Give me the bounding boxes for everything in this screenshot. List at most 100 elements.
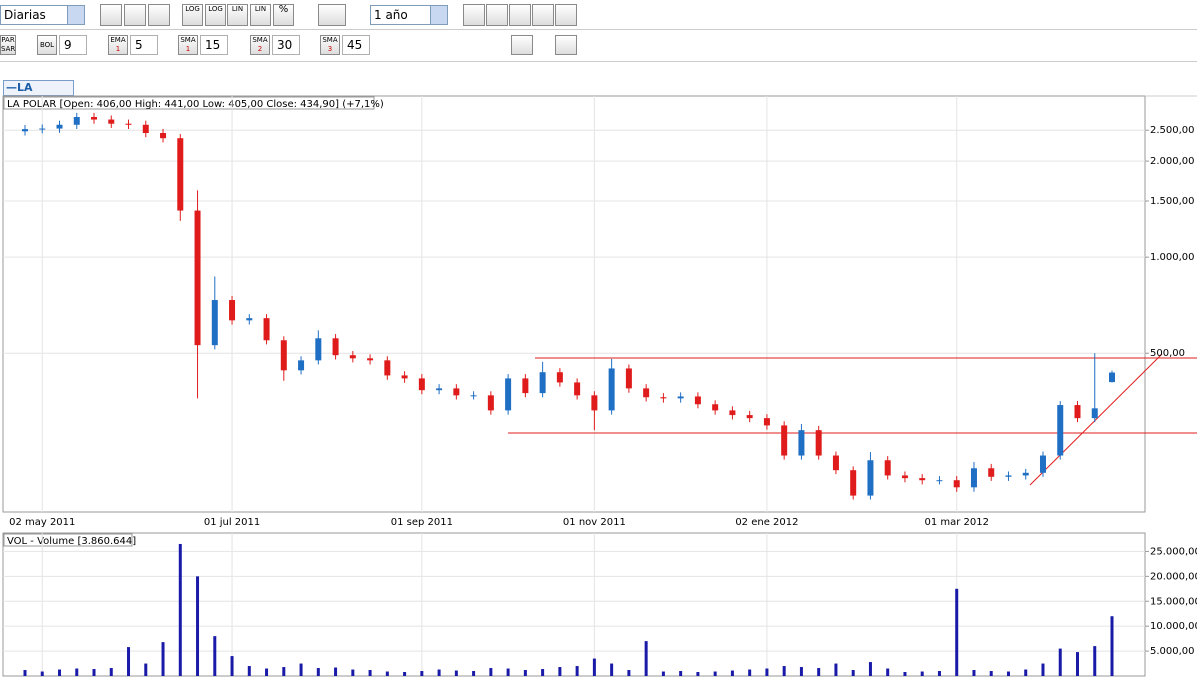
indicator-name: EMA	[110, 36, 126, 44]
volume-bar	[178, 543, 182, 676]
volume-bar	[713, 671, 717, 676]
candle-body	[781, 425, 788, 456]
volume-bar	[144, 663, 148, 676]
scale-button[interactable]: LOG	[205, 4, 226, 26]
period-select[interactable]: Diarias	[0, 5, 85, 25]
candle-body	[263, 318, 270, 341]
candle-body	[125, 123, 132, 125]
candle-body	[712, 404, 719, 411]
color-button[interactable]	[511, 35, 533, 55]
indicator-input[interactable]: 15	[200, 35, 228, 55]
indicator-button[interactable]: SMA 1	[178, 35, 198, 55]
candle-body	[798, 430, 805, 456]
export-button[interactable]	[555, 35, 577, 55]
volume-bar	[955, 588, 959, 676]
refresh-button[interactable]	[463, 4, 485, 26]
indicator-button[interactable]: SMA 3	[320, 35, 340, 55]
volume-bar	[610, 663, 614, 676]
scale-button[interactable]: LOG	[182, 4, 203, 26]
back-button[interactable]	[486, 4, 508, 26]
candle-button[interactable]	[148, 4, 170, 26]
indicator-button[interactable]: EMA 1	[108, 35, 128, 55]
scale-button[interactable]: LIN	[227, 4, 248, 26]
volume-bar	[23, 670, 27, 676]
indicator-name: SMA	[252, 36, 268, 44]
candle-body	[677, 396, 684, 399]
forward-button[interactable]	[555, 4, 577, 26]
candle-body	[436, 388, 443, 391]
volume-bar	[1024, 669, 1028, 676]
candle-body	[625, 368, 632, 389]
volume-bar	[903, 672, 907, 676]
candle-body	[56, 124, 63, 129]
scale-button[interactable]: %	[273, 4, 294, 26]
volume-bar	[627, 670, 631, 676]
candle-body	[522, 378, 529, 394]
indicator-button[interactable]: BOL	[37, 35, 57, 55]
volume-bar	[316, 668, 320, 676]
volume-bar	[385, 671, 389, 676]
volume-bar	[247, 666, 251, 676]
candle-body	[1005, 475, 1012, 477]
indicator-input[interactable]: 9	[59, 35, 87, 55]
candle-body	[298, 360, 305, 371]
compare-button[interactable]	[318, 4, 346, 26]
candle-body	[660, 397, 667, 399]
volume-bar	[213, 636, 217, 676]
range-select[interactable]: 1 año	[370, 5, 448, 25]
candle-body	[91, 117, 98, 120]
parsar-button[interactable]: PAR SAR	[0, 35, 16, 55]
volume-bar	[230, 656, 234, 676]
y-tick-label: 25.000,00	[1150, 546, 1197, 557]
indicator-button[interactable]: SMA 2	[250, 35, 270, 55]
volume-bar	[109, 668, 113, 676]
volume-bar	[851, 670, 855, 676]
volume-bar	[1006, 671, 1010, 676]
indicator-sub: 2	[257, 45, 263, 53]
volume-bar	[920, 671, 924, 676]
volume-bar	[351, 669, 355, 676]
indicator-input[interactable]: 30	[272, 35, 300, 55]
price-header	[3, 96, 375, 110]
indicator-input[interactable]: 45	[342, 35, 370, 55]
range-text: 1 año	[374, 8, 408, 22]
y-tick-label: 10.000,00	[1150, 621, 1197, 632]
price-frame	[2, 95, 1146, 513]
candle-body	[988, 468, 995, 477]
volume-bar	[472, 671, 476, 676]
indicator-name: SMA	[180, 36, 196, 44]
volume-bar	[368, 670, 372, 676]
line-button[interactable]	[100, 4, 122, 26]
parsar-text: SAR	[1, 45, 16, 53]
volume-bar	[196, 576, 200, 676]
candle-body	[22, 129, 28, 132]
indicator-input[interactable]: 5	[130, 35, 158, 55]
candle-body	[867, 460, 874, 496]
scale-button[interactable]: LIN	[250, 4, 271, 26]
candle-body	[367, 358, 374, 361]
volume-bar	[765, 668, 769, 676]
volume-bar	[75, 668, 79, 676]
volume-bar	[799, 667, 803, 676]
candle-body	[349, 355, 356, 359]
volume-bar	[972, 670, 976, 676]
candle-body	[763, 418, 770, 426]
trend-lines	[508, 353, 1197, 486]
candle-body	[901, 475, 908, 479]
candle-body	[487, 395, 494, 411]
volume-bar	[834, 663, 838, 676]
volume-bar	[420, 671, 424, 676]
zoom-in-button[interactable]	[509, 4, 531, 26]
zoom-out-button[interactable]	[532, 4, 554, 26]
ohlc-button[interactable]	[124, 4, 146, 26]
candle-body	[177, 138, 184, 211]
y-tick-label: 15.000,00	[1150, 596, 1197, 607]
candle-body	[453, 388, 460, 396]
candle-body	[694, 396, 701, 405]
candle-body	[574, 382, 581, 396]
y-tick-label: 20.000,00	[1150, 571, 1197, 582]
y-tick-label: 5.000,00	[1150, 646, 1195, 657]
candle-body	[505, 378, 512, 411]
dropdown-arrow	[430, 6, 447, 24]
